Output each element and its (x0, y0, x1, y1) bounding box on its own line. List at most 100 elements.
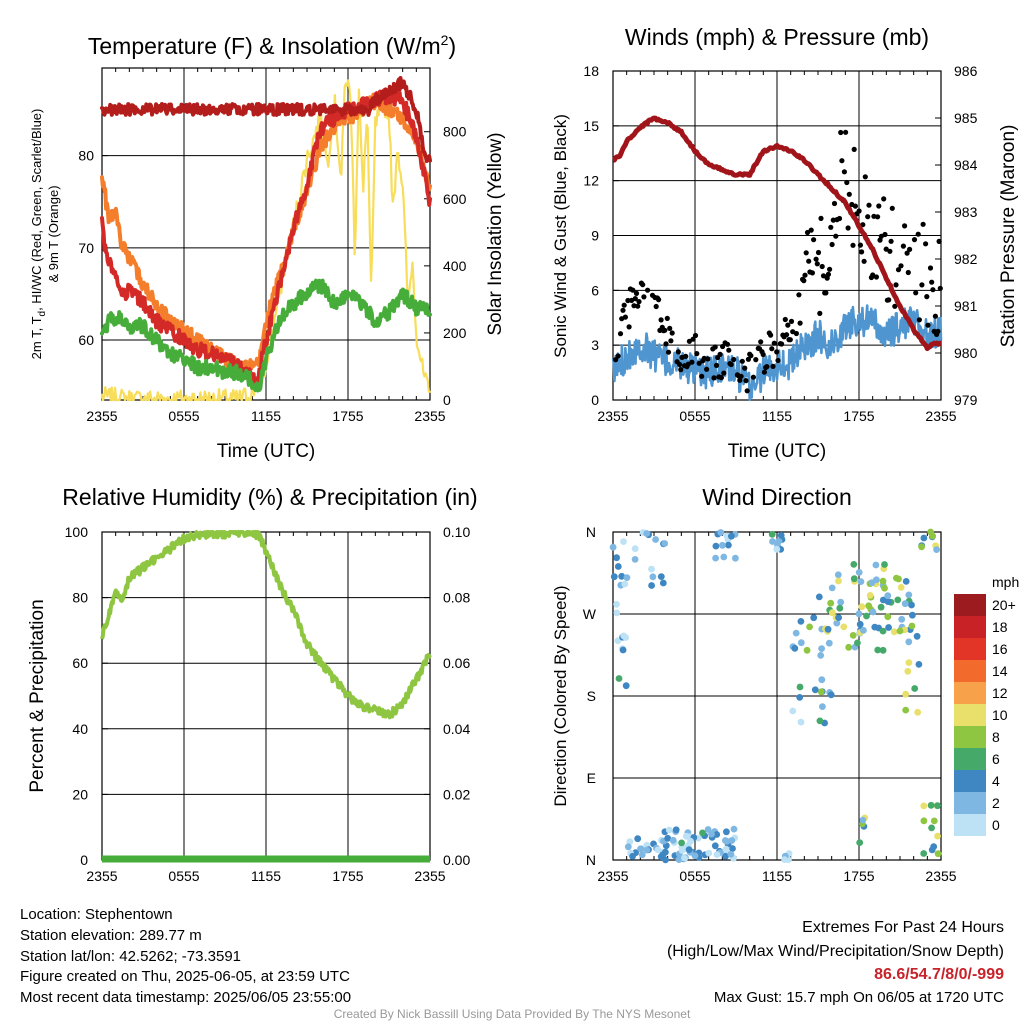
direction-point (845, 643, 853, 651)
gust-point (925, 322, 931, 328)
gust-point (796, 292, 802, 298)
direction-point (827, 599, 835, 607)
gust-point (827, 266, 833, 272)
y2-tick-label: 984 (954, 157, 978, 173)
y-axis-label: Sonic Wind & Gust (Blue, Black) (551, 114, 570, 358)
x-tick-label: 2355 (414, 408, 445, 424)
direction-point (819, 703, 826, 710)
gust-point (675, 349, 681, 355)
direction-point (705, 849, 713, 857)
gust-point (750, 374, 757, 380)
y-tick-label: 6 (591, 282, 599, 298)
gust-point (774, 349, 780, 355)
direction-point (885, 624, 892, 631)
direction-point (613, 600, 620, 608)
direction-point (897, 584, 905, 591)
direction-point (769, 538, 776, 545)
gust-point (804, 229, 811, 236)
direction-point (624, 843, 632, 851)
gust-point (728, 361, 734, 368)
direction-point (901, 600, 909, 608)
gust-point (641, 294, 647, 300)
y2-axis-label: Station Pressure (Maroon) (998, 125, 1019, 348)
footer-recent: Most recent data timestamp: 2025/06/05 2… (20, 989, 352, 1006)
gust-point (775, 357, 781, 364)
direction-point (817, 688, 825, 696)
gust-point (667, 325, 673, 331)
direction-point (797, 618, 805, 625)
y-tick-label: 80 (72, 590, 88, 606)
gust-point (761, 369, 768, 375)
y2-tick-label: 0.02 (443, 786, 470, 802)
direction-point (927, 528, 934, 536)
direction-point (898, 615, 906, 623)
direction-point (914, 708, 922, 716)
direction-point (613, 609, 621, 617)
y-tick-label: 15 (583, 118, 599, 134)
direction-point (649, 573, 657, 581)
direction-point (797, 718, 805, 726)
direction-point (934, 850, 942, 858)
x-axis-label: Time (UTC) (728, 441, 827, 462)
gust-point (669, 330, 675, 336)
y2-tick-label: 0.08 (443, 590, 470, 606)
colorbar-swatch (954, 748, 986, 770)
direction-point (879, 627, 887, 635)
x-tick-label: 1155 (251, 868, 281, 884)
direction-point (868, 579, 876, 587)
gust-point (852, 203, 859, 209)
direction-point (905, 659, 913, 666)
direction-point (637, 845, 645, 853)
direction-point (712, 542, 720, 550)
gust-point (905, 269, 911, 276)
gust-point (770, 363, 776, 369)
gust-point (888, 238, 894, 244)
credit-line: Created By Nick Bassill Using Data Provi… (333, 1007, 691, 1021)
direction-point (789, 707, 797, 715)
direction-point (615, 675, 623, 682)
x-tick-label: 2355 (597, 408, 628, 424)
gust-point (829, 241, 835, 248)
direction-point (869, 608, 877, 616)
direction-point (834, 571, 842, 579)
direction-point (618, 572, 626, 580)
colorbar-swatch (954, 682, 986, 704)
gust-point (937, 285, 943, 291)
direction-point (877, 603, 885, 611)
gust-point (788, 318, 795, 324)
y-tick-label: 40 (72, 721, 88, 737)
direction-point (728, 837, 736, 844)
gust-point (898, 263, 904, 269)
gust-point (632, 296, 638, 302)
gust-point (712, 344, 718, 350)
gust-point (904, 250, 910, 256)
gust-point (893, 282, 899, 288)
gust-point (717, 351, 723, 357)
gust-point (935, 328, 941, 334)
gust-point (920, 221, 926, 227)
colorbar-swatch (954, 638, 986, 660)
y-axis-label-line2: & 9m T (Orange) (46, 185, 61, 282)
gust-point (806, 258, 812, 264)
gust-point (927, 265, 934, 271)
gust-point (814, 261, 820, 267)
direction-point (824, 625, 832, 633)
y-tick-label: 0 (80, 852, 88, 868)
direction-point (678, 839, 685, 847)
gust-point (916, 317, 923, 323)
y-tick-label: 12 (583, 173, 599, 189)
y-tick-label: N (586, 524, 596, 540)
x-tick-label: 0555 (168, 408, 199, 424)
gust-point (760, 351, 766, 358)
direction-point (905, 591, 913, 599)
y-tick-label: 80 (78, 148, 94, 164)
extremes-subtitle: (High/Low/Max Wind/Precipitation/Snow De… (666, 943, 1004, 960)
gust-point (742, 365, 748, 371)
colorbar-swatch (954, 770, 986, 792)
gust-point (653, 303, 659, 310)
x-tick-label: 2355 (925, 868, 956, 884)
gust-point (694, 351, 700, 357)
direction-point (855, 569, 863, 576)
